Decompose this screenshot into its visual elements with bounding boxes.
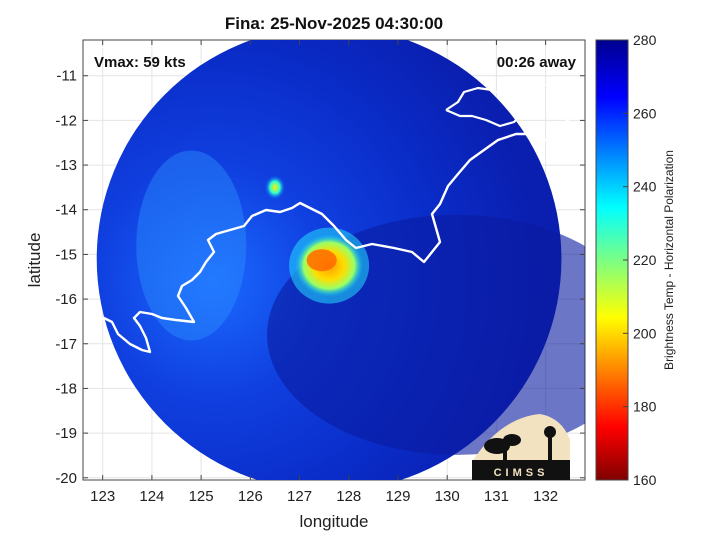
y-tick-label: -13 — [55, 157, 77, 174]
y-tick-label: -11 — [56, 68, 77, 85]
coastline-north — [445, 86, 526, 128]
x-axis-label: longitude — [299, 512, 368, 531]
colorbar-tick-label: 240 — [633, 179, 657, 195]
x-axis-ticks: 123 124 125 126 127 128 129 130 131 132 — [90, 40, 558, 505]
y-tick-label: -18 — [55, 380, 77, 397]
coastline-main — [84, 107, 579, 354]
chart-title: Fina: 25-Nov-2025 04:30:00 — [225, 14, 443, 33]
time-away-annotation: 00:26 away — [497, 54, 577, 71]
colorbar-tick-label: 280 — [633, 32, 657, 48]
y-axis-ticks: -11 -12 -13 -14 -15 -16 -17 -18 -19 -20 — [55, 68, 585, 487]
y-tick-label: -12 — [55, 112, 77, 129]
y-tick-label: -15 — [55, 246, 77, 263]
storm-core-minimum — [306, 249, 337, 272]
colorbar-tick-label: 180 — [633, 399, 657, 415]
x-tick-label: 125 — [189, 488, 214, 505]
western-brightness-band — [136, 150, 247, 341]
colorbar-tick-label: 200 — [633, 325, 657, 341]
x-tick-label: 130 — [435, 488, 460, 505]
data-layer — [84, 40, 585, 480]
coastline-islands — [99, 43, 585, 121]
colorbar — [595, 39, 629, 481]
colorbar-tick-label: 260 — [633, 105, 657, 121]
cimss-logo: CIMSS — [472, 414, 570, 480]
logo-text: CIMSS — [494, 467, 549, 479]
colorbar-ticks: 280 260 240 220 200 180 160 — [623, 32, 657, 488]
x-tick-label: 123 — [90, 488, 115, 505]
colorbar-tick-label: 160 — [633, 472, 657, 488]
y-tick-label: -20 — [55, 470, 77, 487]
y-tick-label: -16 — [55, 291, 77, 308]
y-axis-label: latitude — [25, 233, 44, 288]
x-tick-label: 124 — [139, 488, 164, 505]
x-tick-label: 131 — [484, 488, 509, 505]
y-tick-label: -17 — [55, 336, 77, 353]
y-tick-label: -19 — [55, 425, 77, 442]
x-tick-label: 129 — [385, 488, 410, 505]
x-tick-label: 128 — [336, 488, 361, 505]
colorbar-label: Brightness Temp - Horizontal Polarizatio… — [662, 150, 676, 370]
colorbar-tick-label: 220 — [633, 252, 657, 268]
cold-spot-feature — [264, 175, 285, 200]
x-tick-label: 126 — [238, 488, 263, 505]
x-tick-label: 132 — [533, 488, 558, 505]
y-tick-label: -14 — [55, 202, 77, 219]
x-tick-label: 127 — [287, 488, 312, 505]
vmax-annotation: Vmax: 59 kts — [94, 54, 186, 71]
